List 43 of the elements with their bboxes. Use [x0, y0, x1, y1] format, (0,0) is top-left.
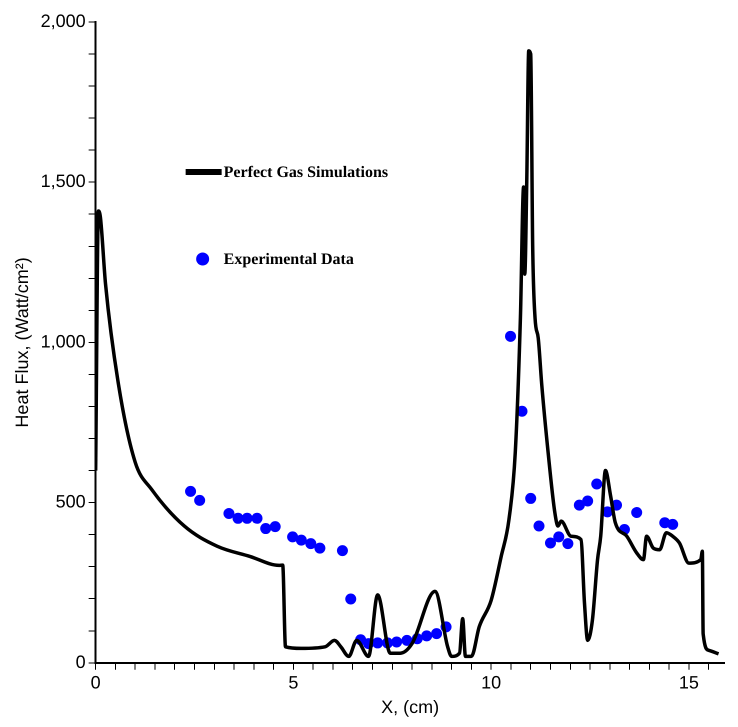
y-tick-label: 0: [76, 652, 86, 672]
legend-label: Experimental Data: [224, 251, 354, 268]
y-axis-title: Heat Flux, (Watt/cm²): [12, 257, 32, 428]
point: [401, 634, 412, 646]
point: [431, 628, 442, 640]
point: [505, 330, 516, 342]
point: [242, 512, 253, 524]
point: [544, 537, 556, 548]
legend-label: Perfect Gas Simulations: [224, 164, 388, 182]
point: [391, 636, 402, 648]
point: [185, 486, 196, 497]
point: [305, 538, 316, 550]
x-tick-label: 15: [678, 672, 699, 693]
point: [553, 531, 564, 542]
point: [232, 512, 244, 524]
point: [223, 508, 234, 519]
point: [296, 534, 307, 546]
point: [591, 478, 602, 490]
x-tick-label: 0: [90, 672, 101, 693]
y-tick-label: 2,000: [40, 10, 86, 31]
x-axis-title: X, (cm): [381, 697, 440, 718]
point: [631, 507, 642, 518]
point: [582, 496, 594, 506]
y-tick-label: 500: [56, 492, 86, 512]
point: [345, 594, 356, 605]
point: [562, 538, 574, 550]
point: [667, 518, 678, 530]
y-tick-label: 1,500: [40, 171, 86, 192]
x-tick-label: 5: [288, 672, 298, 693]
point: [372, 637, 384, 648]
point: [314, 542, 326, 554]
point: [534, 520, 545, 532]
point: [260, 523, 272, 534]
point: [525, 492, 536, 504]
point: [336, 545, 348, 556]
point: [270, 521, 281, 532]
point: [194, 494, 206, 506]
point: [574, 500, 585, 511]
x-tick-label: 10: [481, 672, 502, 693]
point: [287, 531, 298, 542]
point: [252, 512, 263, 524]
y-tick-label: 1,000: [40, 331, 86, 352]
point: [421, 630, 432, 642]
